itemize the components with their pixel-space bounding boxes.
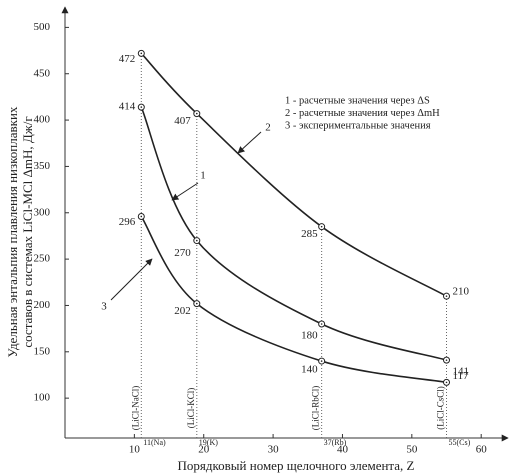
legend-entry: 1 - расчетные значения через ΔS bbox=[285, 95, 430, 106]
legend-entry: 3 - экспериментальные значения bbox=[285, 120, 431, 131]
curve-label: 1 bbox=[200, 170, 206, 182]
value-label: 117 bbox=[453, 370, 470, 382]
y-tick-label: 300 bbox=[34, 206, 51, 218]
line bbox=[140, 106, 447, 361]
y-axis-label: Удельная энтальпия плавления низкоплавки… bbox=[5, 106, 20, 357]
point-dot bbox=[140, 215, 143, 218]
point-dot bbox=[445, 295, 448, 297]
curve-arrow bbox=[237, 131, 262, 154]
x-tick-label: 60 bbox=[476, 444, 488, 456]
element-label: 19(K) bbox=[199, 438, 218, 447]
x-tick-label: 50 bbox=[406, 444, 418, 456]
element-label: 37(Rb) bbox=[324, 438, 347, 447]
point-dot bbox=[320, 323, 323, 325]
point-dot bbox=[445, 359, 448, 361]
point-dot bbox=[320, 360, 323, 362]
point-dot bbox=[195, 302, 198, 305]
system-label: (LiCl-KCl) bbox=[186, 388, 196, 429]
value-label: 472 bbox=[119, 53, 136, 65]
value-label: 296 bbox=[119, 216, 136, 228]
x-tick-label: 10 bbox=[129, 444, 141, 456]
y-tick-label: 100 bbox=[34, 392, 51, 404]
x-tick-label: 30 bbox=[268, 444, 280, 456]
point-dot bbox=[195, 239, 198, 242]
value-label: 140 bbox=[301, 364, 318, 376]
x-axis-label: Порядковый номер щелочного элемента, Z bbox=[178, 458, 415, 473]
system-label: (LiCl-NaCl) bbox=[130, 386, 140, 431]
y-tick-label: 500 bbox=[34, 21, 51, 33]
point-dot bbox=[140, 106, 143, 108]
point-dot bbox=[445, 381, 448, 384]
system-label: (LiCl-RbCl) bbox=[311, 386, 321, 431]
y-tick-label: 200 bbox=[34, 299, 51, 311]
curve-label: 2 bbox=[265, 122, 271, 134]
element-label: 55(Cs) bbox=[449, 438, 471, 447]
line bbox=[140, 216, 447, 384]
value-label: 141 bbox=[453, 366, 470, 378]
line bbox=[140, 52, 447, 297]
system-label: (LiCl-CsCl) bbox=[436, 386, 446, 430]
y-tick-label: 150 bbox=[34, 345, 51, 357]
point-dot bbox=[195, 112, 198, 115]
y-tick-label: 400 bbox=[34, 114, 51, 126]
y-axis-label: составов в системах LiCl-MCl ΔmH, Дж/г bbox=[20, 116, 35, 347]
x-tick-label: 20 bbox=[198, 444, 210, 456]
curve-arrow bbox=[171, 182, 199, 201]
legend-entry: 2 - расчетные значения через ΔmH bbox=[285, 108, 440, 119]
value-label: 270 bbox=[174, 247, 191, 259]
y-tick-label: 350 bbox=[34, 160, 51, 172]
point-dot bbox=[320, 225, 323, 228]
value-label: 414 bbox=[119, 101, 136, 113]
value-label: 180 bbox=[301, 330, 318, 342]
x-tick-label: 40 bbox=[337, 444, 349, 456]
curve-label: 3 bbox=[101, 301, 107, 313]
value-label: 210 bbox=[453, 286, 470, 298]
value-label: 407 bbox=[174, 115, 191, 127]
value-label: 285 bbox=[301, 228, 318, 240]
y-tick-label: 250 bbox=[34, 253, 51, 265]
point-dot bbox=[140, 52, 143, 55]
element-label: 11(Na) bbox=[143, 438, 166, 447]
value-label: 202 bbox=[174, 305, 191, 317]
y-tick-label: 450 bbox=[34, 67, 51, 79]
curve-arrow bbox=[110, 258, 153, 301]
